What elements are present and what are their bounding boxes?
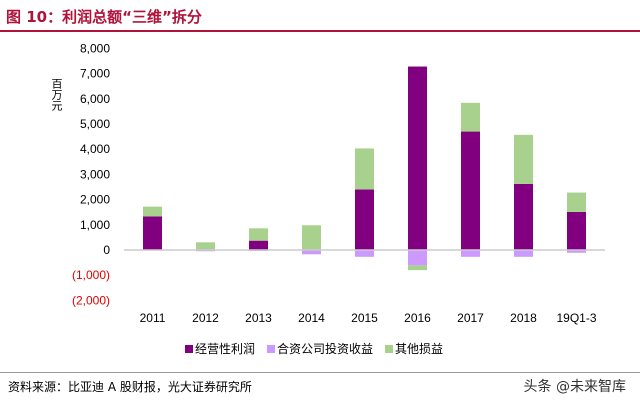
y-tick-label: (1,000) — [72, 268, 110, 282]
x-tick-label: 2012 — [192, 311, 219, 325]
x-tick-label: 2013 — [245, 311, 272, 325]
y-tick-label: 0 — [103, 243, 110, 257]
bar-1 — [355, 189, 374, 250]
y-tick-label: 7,000 — [80, 67, 110, 81]
legend-label: 合资公司投资收益 — [277, 341, 373, 356]
legend-swatch — [267, 345, 275, 353]
y-tick-label: 6,000 — [80, 92, 110, 106]
bar-1 — [408, 66, 427, 250]
y-tick-label: 2,000 — [80, 193, 110, 207]
x-tick-label: 19Q1-3 — [556, 311, 596, 325]
y-tick-label: 1,000 — [80, 218, 110, 232]
title-divider — [0, 30, 640, 32]
legend-label: 经营性利润 — [195, 342, 255, 356]
x-tick-label: 2017 — [457, 311, 484, 325]
bar-1 — [461, 131, 480, 250]
bar-2 — [461, 250, 480, 257]
y-tick-label: 5,000 — [80, 117, 110, 131]
watermark: 头条 @未来智库 — [523, 379, 626, 395]
bar-2 — [302, 250, 321, 255]
bar-1 — [567, 211, 586, 250]
y-axis-label: 百万元 — [50, 78, 63, 111]
bar-2 — [567, 250, 586, 253]
bar-3 — [567, 192, 586, 212]
x-tick-label: 2011 — [140, 311, 166, 325]
stacked-bar-chart: (2,000) (1,000) 0 1,000 2,000 3,000 4,000 5,000… — [72, 41, 605, 356]
bar-2 — [355, 250, 374, 257]
bar-2 — [408, 250, 427, 266]
y-tick-label: 4,000 — [80, 142, 110, 156]
source-divider — [0, 372, 640, 373]
x-tick-label: 2016 — [404, 311, 431, 325]
bar-3 — [249, 228, 268, 241]
y-tick-label: 8,000 — [80, 41, 110, 55]
bar-2 — [514, 250, 533, 257]
bar-3 — [355, 148, 374, 190]
y-tick-label: 3,000 — [80, 167, 110, 181]
bar-1 — [514, 183, 533, 250]
bar-3 — [408, 265, 427, 271]
bar-3 — [514, 134, 533, 184]
bar-3 — [143, 206, 162, 217]
bar-3 — [196, 242, 215, 250]
bar-1 — [143, 216, 162, 250]
legend-label: 其他损益 — [395, 342, 443, 356]
figure-title: 图 10：利润总额“三维”拆分 — [6, 8, 202, 26]
bar-3 — [461, 102, 480, 132]
legend-swatch — [385, 345, 393, 353]
bar-3 — [302, 225, 321, 250]
bar-1 — [249, 240, 268, 250]
x-tick-label: 2014 — [298, 311, 325, 325]
x-tick-label: 2018 — [510, 311, 537, 325]
legend-swatch — [185, 345, 193, 353]
y-tick-label: (2,000) — [72, 293, 110, 307]
x-tick-label: 2015 — [351, 311, 378, 325]
source-note: 资料来源：比亚迪 A 股财报，光大证券研究所 — [8, 380, 252, 394]
